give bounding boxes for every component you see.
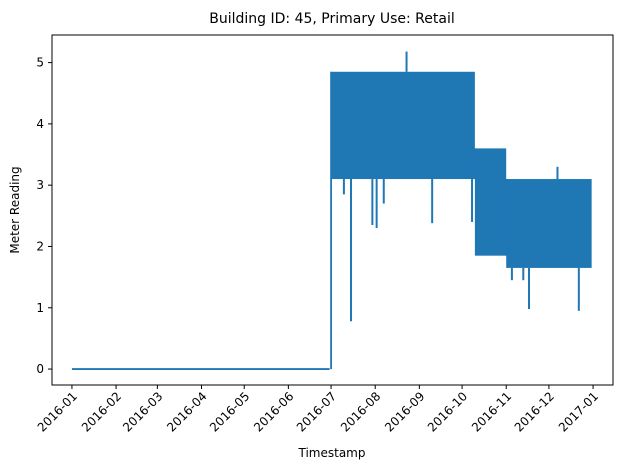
chart-title: Building ID: 45, Primary Use: Retail	[209, 11, 454, 27]
plot-frame	[51, 34, 614, 386]
x-tick-label: 2016-11	[469, 389, 514, 434]
x-tick-label: 2016-01	[35, 389, 80, 434]
series-band	[506, 179, 592, 268]
y-tick-label: 2	[36, 239, 44, 253]
x-tick-label: 2016-06	[251, 389, 296, 434]
y-tick-label: 0	[36, 362, 44, 376]
y-tick-label: 5	[36, 56, 44, 70]
y-tick-label: 3	[36, 178, 44, 192]
y-axis-label: Meter Reading	[8, 166, 22, 253]
x-tick-label: 2016-09	[382, 389, 427, 434]
x-tick-label: 2016-08	[338, 389, 383, 434]
y-tick-label: 1	[36, 301, 44, 315]
series-band	[474, 148, 507, 256]
x-tick-label: 2017-01	[556, 389, 601, 434]
x-tick-label: 2016-02	[79, 389, 124, 434]
x-tick-label: 2016-12	[512, 389, 557, 434]
x-tick-label: 2016-10	[425, 389, 470, 434]
x-tick-label: 2016-07	[294, 389, 339, 434]
x-tick-label: 2016-05	[207, 389, 252, 434]
y-tick-label: 4	[36, 117, 44, 131]
x-tick-label: 2016-04	[164, 389, 209, 434]
x-axis-label: Timestamp	[298, 446, 366, 460]
series-band	[331, 71, 475, 180]
x-tick-label: 2016-03	[120, 389, 165, 434]
